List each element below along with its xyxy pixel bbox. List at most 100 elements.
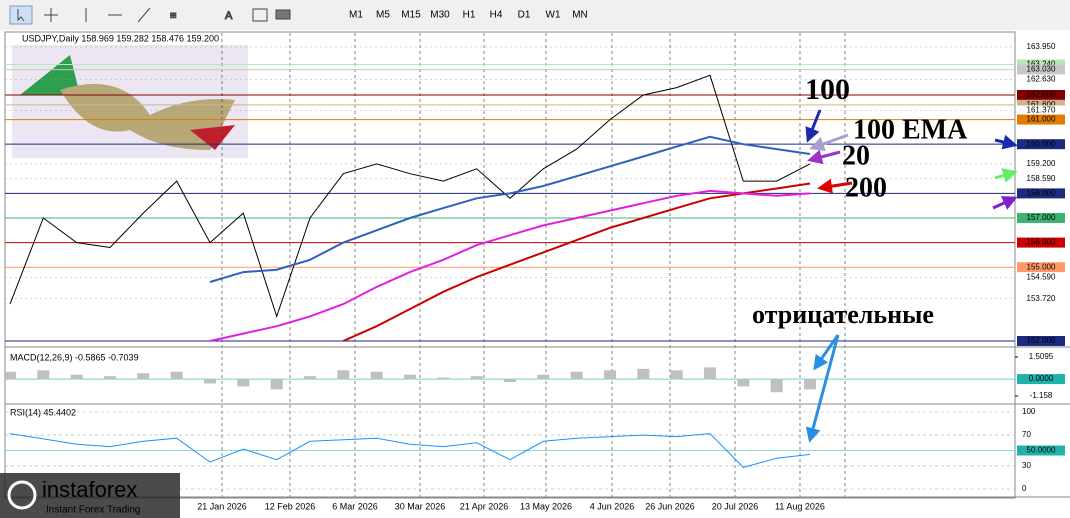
level-tag bbox=[1017, 139, 1065, 150]
logo-tagline: Instant Forex Trading bbox=[46, 505, 141, 516]
y-tick-label: 161.000 bbox=[1027, 115, 1056, 124]
level-tag bbox=[1017, 158, 1065, 169]
annotation: отрицательные bbox=[752, 300, 934, 329]
macd-bar bbox=[70, 374, 83, 380]
y-tick-label: 161.600 bbox=[1027, 100, 1056, 109]
macd-bar bbox=[537, 374, 550, 380]
y-tick-label: 159.200 bbox=[1027, 159, 1056, 168]
macd-bar bbox=[504, 379, 516, 382]
annotation: 20 bbox=[842, 140, 870, 171]
macd-tick-label: -1.158 bbox=[1030, 391, 1053, 400]
timeframe-button[interactable]: M1 bbox=[349, 10, 363, 21]
macd-bar bbox=[337, 370, 350, 380]
macd-bar bbox=[704, 367, 716, 380]
level-tag bbox=[1017, 99, 1065, 110]
macd-bar bbox=[4, 371, 16, 380]
x-tick-label: 21 Jan 2026 bbox=[197, 501, 247, 511]
y-tick-label: 163.950 bbox=[1027, 42, 1056, 51]
logo-arrow-down bbox=[190, 125, 235, 150]
y-tick-label: 161.370 bbox=[1027, 106, 1056, 115]
x-tick-label: 30 Mar 2026 bbox=[395, 501, 446, 511]
macd-bar bbox=[770, 379, 783, 393]
y-tick-label: 163.240 bbox=[1027, 60, 1056, 69]
level-tag bbox=[1017, 272, 1065, 283]
x-tick-label: 4 Jun 2026 bbox=[590, 501, 635, 511]
chart-header: USDJPY,Daily 158.969 159.282 158.476 159… bbox=[22, 33, 219, 43]
price-line bbox=[9, 74, 811, 318]
y-tick-label: 158.000 bbox=[1027, 188, 1056, 197]
level-tag bbox=[1017, 237, 1065, 248]
timeframe-button[interactable]: H4 bbox=[490, 10, 503, 21]
annotation: 100 EMA bbox=[853, 114, 968, 145]
macd-bar bbox=[670, 370, 683, 380]
level-tag bbox=[1017, 188, 1065, 199]
timeframe-button[interactable]: MN bbox=[572, 10, 588, 21]
level-tag bbox=[1017, 262, 1065, 273]
macd-tick-label: 0.0000 bbox=[1029, 374, 1054, 383]
y-tick-label: 154.590 bbox=[1027, 272, 1056, 281]
rsi-label: RSI(14) 45.4402 bbox=[10, 407, 76, 417]
timeframe-button[interactable]: M30 bbox=[430, 10, 450, 21]
arrow bbox=[992, 196, 1018, 210]
y-tick-label: 155.000 bbox=[1027, 262, 1056, 271]
macd-label: MACD(12,26,9) -0.5865 -0.7039 bbox=[10, 352, 139, 362]
level-tag bbox=[1017, 42, 1065, 52]
macd-bar bbox=[137, 373, 150, 380]
x-tick-label: 11 Aug 2026 bbox=[775, 501, 825, 511]
y-tick-label: 152.000 bbox=[1027, 336, 1056, 345]
macd-bar bbox=[170, 371, 183, 380]
x-tick-label: 21 Apr 2026 bbox=[460, 501, 509, 511]
timeframe-button[interactable]: W1 bbox=[546, 10, 561, 21]
timeframe-button[interactable]: D1 bbox=[518, 10, 531, 21]
logo-arrow-up bbox=[20, 55, 80, 95]
price-line bbox=[209, 189, 811, 342]
logo-brand: instaforex bbox=[42, 477, 137, 502]
x-tick-label: 12 Feb 2026 bbox=[265, 501, 316, 511]
level-tag bbox=[1017, 293, 1065, 304]
macd-bar bbox=[637, 368, 650, 380]
level-tag bbox=[1017, 105, 1065, 116]
annotation: 200 bbox=[845, 172, 887, 203]
toolbar bbox=[0, 0, 1070, 30]
timeframe-button[interactable]: H1 bbox=[463, 10, 476, 21]
y-tick-label: 162.000 bbox=[1027, 90, 1056, 99]
macd-bar bbox=[437, 377, 450, 380]
arrow bbox=[807, 149, 841, 165]
x-tick-label: 20 Jul 2026 bbox=[712, 501, 759, 511]
arrow bbox=[994, 168, 1018, 183]
timeframe-button[interactable]: M15 bbox=[401, 10, 421, 21]
level-tag bbox=[1017, 336, 1065, 346]
arrow bbox=[805, 109, 822, 143]
rsi-tick-label: 30 bbox=[1022, 461, 1031, 470]
macd-tick-label: 1.5095 bbox=[1029, 352, 1054, 361]
y-tick-label: 162.630 bbox=[1027, 75, 1056, 84]
price-line bbox=[209, 135, 811, 283]
macd-bar bbox=[470, 376, 483, 380]
logo-box bbox=[0, 473, 180, 518]
macd-bar bbox=[237, 379, 250, 387]
annotation: 100 bbox=[805, 73, 850, 106]
arrow bbox=[809, 133, 849, 151]
arrow bbox=[817, 178, 853, 194]
macd-bar bbox=[804, 379, 816, 390]
level-tag bbox=[1017, 59, 1065, 70]
svg-text:≡: ≡ bbox=[170, 10, 176, 22]
level-tag bbox=[1017, 173, 1065, 184]
timeframe-button[interactable]: M5 bbox=[376, 10, 390, 21]
level-tag bbox=[1017, 212, 1065, 223]
arrow bbox=[994, 134, 1018, 150]
logo-note bbox=[60, 83, 235, 150]
x-tick-label: 13 May 2026 bbox=[520, 501, 572, 511]
macd-bar bbox=[404, 374, 416, 380]
y-tick-label: 158.590 bbox=[1027, 174, 1056, 183]
rsi-line bbox=[9, 433, 811, 468]
y-tick-label: 153.720 bbox=[1027, 294, 1056, 303]
macd-bar bbox=[304, 376, 316, 380]
y-tick-label: 157.000 bbox=[1027, 213, 1056, 222]
rsi-tick-label: 100 bbox=[1022, 407, 1036, 416]
x-tick-label: 26 Jun 2026 bbox=[645, 501, 695, 511]
y-tick-label: 156.000 bbox=[1027, 238, 1056, 247]
arrow bbox=[813, 334, 840, 371]
x-tick-label: 6 Mar 2026 bbox=[332, 501, 378, 511]
